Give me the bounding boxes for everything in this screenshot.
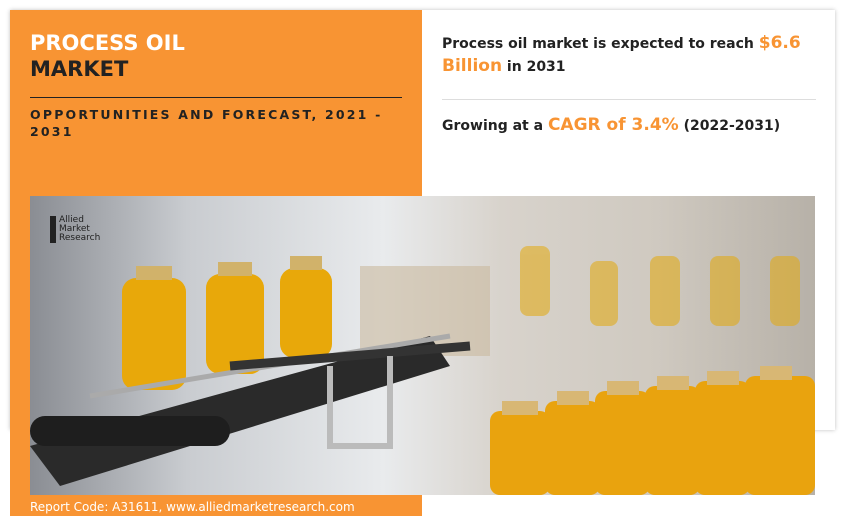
allied-market-research-logo: Allied Market Research [50, 216, 100, 243]
bottles-illustration [30, 246, 815, 495]
cagr-suffix: (2022-2031) [678, 118, 781, 134]
title-line-2: MARKET [30, 57, 129, 81]
market-size-stat: Process oil market is expected to reach … [442, 32, 822, 78]
logo-line-3: Research [59, 233, 101, 243]
cagr-stat: Growing at a CAGR of 3.4% (2022-2031) [442, 115, 780, 135]
market-size-suffix: in 2031 [502, 59, 566, 75]
report-code-footer: Report Code: A31611, www.alliedmarketres… [30, 500, 355, 514]
cagr-prefix: Growing at a [442, 118, 548, 134]
logo-line-1: Allied [59, 215, 84, 225]
market-size-prefix: Process oil market is expected to reach [442, 36, 759, 52]
market-size-value: $6.6 Billion [442, 33, 801, 76]
title-line-1: PROCESS OIL [30, 31, 185, 55]
divider [30, 97, 402, 98]
logo-line-2: Market [59, 224, 90, 234]
hero-image-oil-bottles: Allied Market Research [30, 196, 815, 495]
cagr-value: CAGR of 3.4% [547, 115, 679, 135]
divider [442, 99, 816, 100]
page-title: PROCESS OIL MARKET [30, 30, 185, 82]
subtitle: OPPORTUNITIES AND FORECAST, 2021 - 2031 [30, 107, 383, 139]
